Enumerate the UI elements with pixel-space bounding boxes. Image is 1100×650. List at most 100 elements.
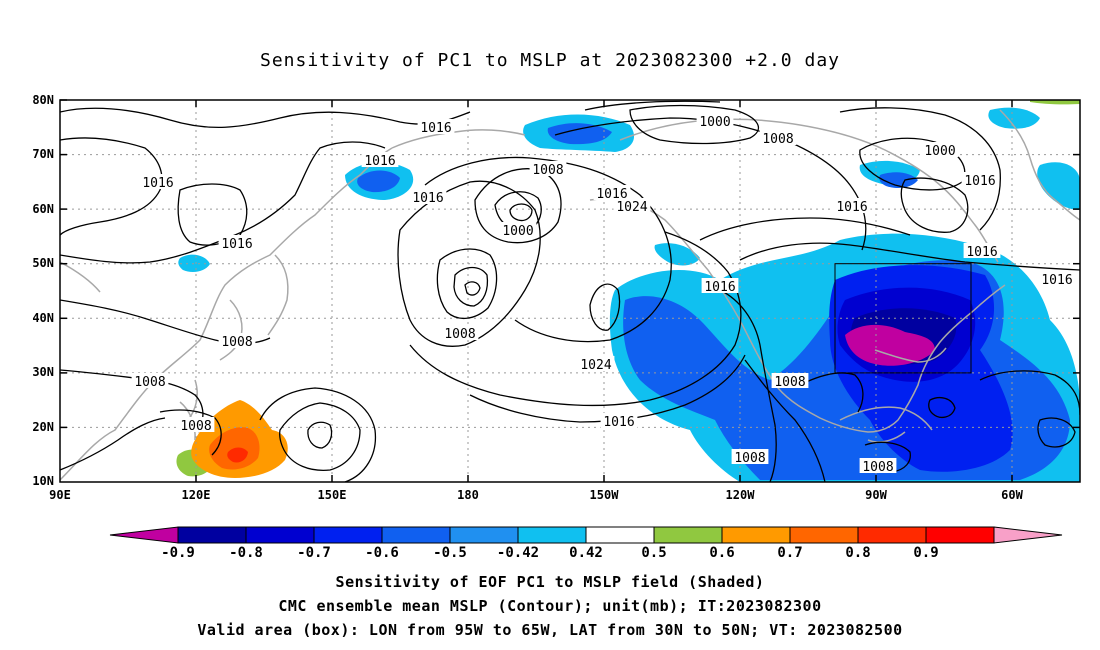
contour-label-background [417, 119, 455, 134]
contour-label: 1008 [862, 460, 893, 475]
contour-label-background [600, 413, 638, 428]
lat-label-20n: 20N [32, 420, 54, 434]
contour-label-background [696, 113, 734, 128]
colorbar-label: -0.8 [229, 545, 263, 561]
contour-label: 1000 [699, 115, 730, 130]
lon-label-90w: 90W [865, 488, 887, 502]
lat-label-10n: 10N [32, 474, 54, 488]
colorbar-label: 0.5 [641, 545, 667, 561]
contour-label-background [859, 458, 897, 473]
contour-label-background [963, 243, 1001, 258]
colorbar-end-cap-high [993, 526, 1063, 544]
contour-label: 1008 [762, 132, 793, 147]
caption-contour: CMC ensemble mean MSLP (Contour); unit(m… [278, 597, 822, 615]
contour-label-background [759, 130, 797, 145]
contour-label-background [409, 189, 447, 204]
lat-label-40n: 40N [32, 311, 54, 325]
lon-label-60w: 60W [1001, 488, 1023, 502]
contour-label-background [613, 198, 651, 213]
contour-label: 1008 [180, 419, 211, 434]
colorbar-label: 0.6 [709, 545, 735, 561]
contour-label: 1008 [444, 327, 475, 342]
contour-label-background [131, 373, 169, 388]
contour-label-background [177, 417, 215, 432]
lon-label-180: 180 [457, 488, 479, 502]
contour-label-background [577, 356, 615, 371]
contour-label: 1000 [502, 224, 533, 239]
caption-valid-area: Valid area (box): LON from 95W to 65W, L… [197, 621, 903, 639]
colorbar-label: 0.42 [569, 545, 603, 561]
lat-label-70n: 70N [32, 147, 54, 161]
colorbar-label: 0.8 [845, 545, 871, 561]
colorbar-label: -0.6 [365, 545, 399, 561]
contour-label-background [441, 325, 479, 340]
colorbar-swatch [857, 526, 927, 544]
contour-label-background [139, 174, 177, 189]
contour-label-background [499, 222, 537, 237]
contour-label-layer: 1016 1016 1016 1016 1016 1000 1008 1008 1016 1024… [131, 113, 1076, 475]
contour-label: 1008 [134, 375, 165, 390]
contour-label-background [771, 373, 809, 388]
lat-label-60n: 60N [32, 202, 54, 216]
sensitivity-shading-positive [176, 100, 1080, 478]
contour-label: 1016 [1041, 273, 1072, 288]
colorbar-end-cap-low [109, 526, 179, 544]
lon-label-120w: 120W [725, 488, 755, 502]
colorbar [109, 526, 1063, 544]
map-frame [59, 99, 1081, 483]
lat-label-80n: 80N [32, 93, 54, 107]
contour-label-background [218, 333, 256, 348]
contour-label-background [921, 142, 959, 157]
contour-label: 1016 [836, 200, 867, 215]
colorbar-label: -0.42 [496, 545, 540, 561]
colorbar-swatch [245, 526, 315, 544]
contour-label: 1008 [734, 451, 765, 466]
lon-label-150e: 150E [317, 488, 347, 502]
contour-label: 1008 [221, 335, 252, 350]
colorbar-swatch [585, 526, 655, 544]
contour-label: 1016 [412, 191, 443, 206]
colorbar-label: -0.7 [297, 545, 331, 561]
lat-label-30n: 30N [32, 365, 54, 379]
contour-label-background [961, 172, 999, 187]
contour-label: 1016 [364, 154, 395, 169]
colorbar-swatch [653, 526, 723, 544]
lon-label-150w: 150W [589, 488, 619, 502]
chart-title: Sensitivity of PC1 to MSLP at 2023082300… [259, 50, 840, 71]
colorbar-swatch [313, 526, 383, 544]
caption-shaded: Sensitivity of EOF PC1 to MSLP field (Sh… [335, 573, 765, 591]
contour-label: 1024 [616, 200, 647, 215]
colorbar-swatch [449, 526, 519, 544]
contour-label: 1016 [221, 237, 252, 252]
colorbar-swatch [789, 526, 859, 544]
colorbar-label: -0.5 [433, 545, 467, 561]
contour-label: 1008 [774, 375, 805, 390]
valid-area-box [834, 263, 972, 374]
contour-label-background [1038, 271, 1076, 286]
contour-label: 1016 [142, 176, 173, 191]
contour-label: 1016 [603, 415, 634, 430]
colorbar-swatch [925, 526, 995, 544]
colorbar-swatch [177, 526, 247, 544]
contour-label-background [701, 278, 739, 293]
colorbar-label: -0.9 [161, 545, 195, 561]
contour-label: 1000 [924, 144, 955, 159]
contour-label: 1024 [580, 358, 611, 373]
contour-label-background [361, 152, 399, 167]
contour-label-background [731, 449, 769, 464]
colorbar-swatch [721, 526, 791, 544]
lon-label-90e: 90E [49, 488, 71, 502]
contour-label: 1016 [420, 121, 451, 136]
contour-label: 1016 [964, 174, 995, 189]
contour-label-background [218, 235, 256, 250]
lon-label-120e: 120E [181, 488, 211, 502]
colorbar-swatch [517, 526, 587, 544]
colorbar-label: 0.9 [913, 545, 939, 561]
contour-label-background [833, 198, 871, 213]
contour-label: 1008 [532, 163, 563, 178]
contour-label: 1016 [966, 245, 997, 260]
contour-label-background [593, 185, 631, 200]
contour-label: 1016 [704, 280, 735, 295]
colorbar-swatch [381, 526, 451, 544]
